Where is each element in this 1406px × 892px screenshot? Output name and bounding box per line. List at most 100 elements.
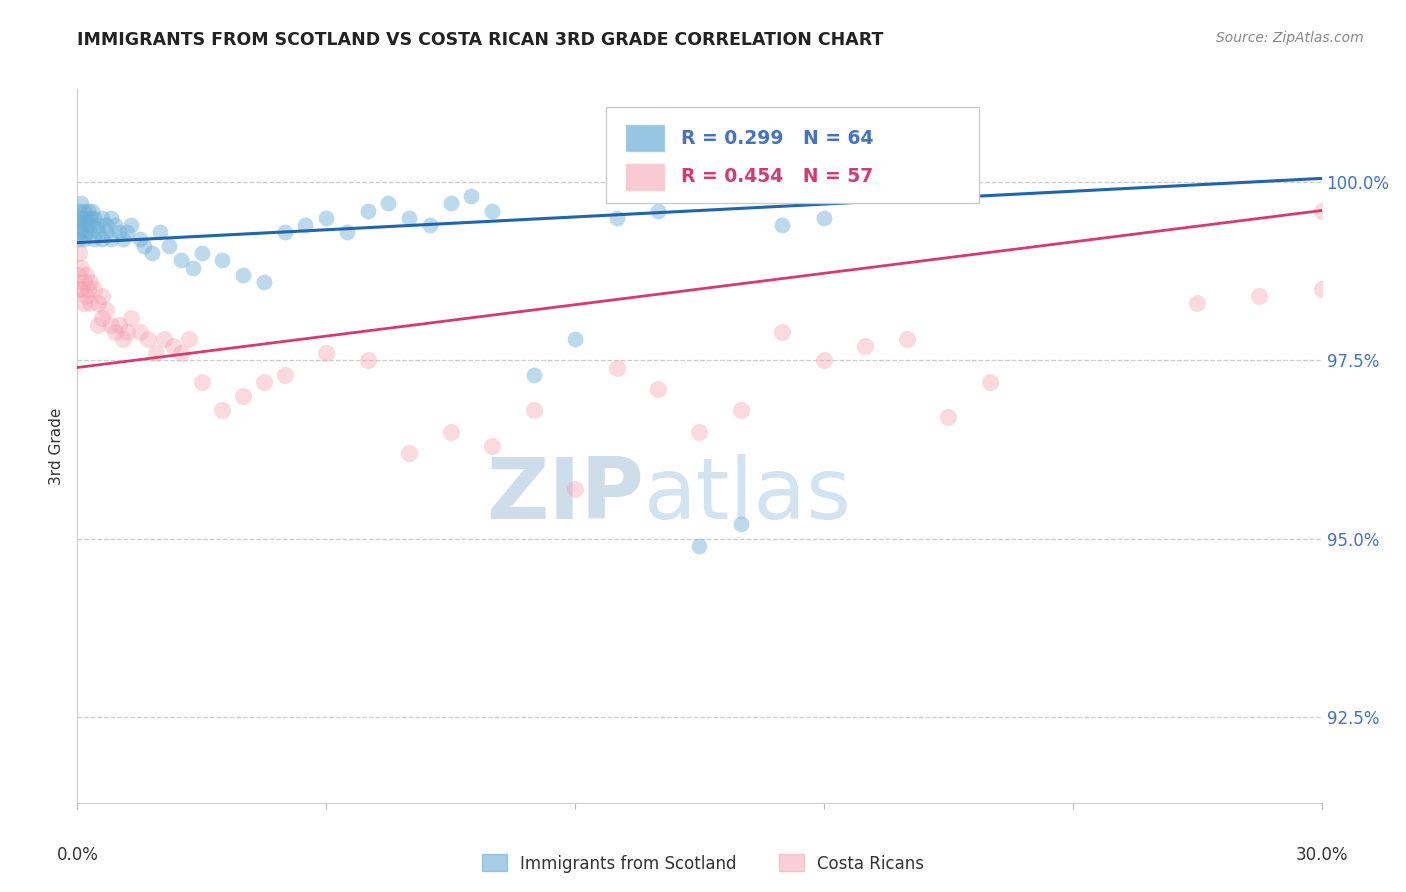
Point (80, 218, 103, 232)
Point (896, 332, 918, 346)
Point (419, 218, 441, 232)
Point (76, 218, 98, 232)
Point (813, 211, 835, 225)
Point (211, 253, 233, 268)
Point (104, 325, 127, 339)
Point (730, 517, 752, 532)
Text: 0.0%: 0.0% (56, 846, 98, 863)
Point (67, 225, 90, 239)
Point (183, 260, 205, 275)
Point (87, 218, 110, 232)
Point (1249, 289, 1271, 303)
Point (357, 353, 380, 368)
Y-axis label: 3rd Grade: 3rd Grade (49, 408, 65, 484)
Point (83, 211, 105, 225)
Point (564, 332, 586, 346)
Point (72, 275, 94, 289)
Point (523, 368, 546, 382)
Point (606, 360, 628, 375)
Text: 30.0%: 30.0% (1295, 846, 1348, 863)
Point (79, 211, 101, 225)
Point (149, 225, 172, 239)
Point (104, 218, 127, 232)
Point (91, 232, 114, 246)
Point (91, 289, 114, 303)
Point (460, 189, 482, 203)
Point (170, 253, 193, 268)
Point (72, 218, 94, 232)
Point (398, 211, 420, 225)
Point (336, 225, 359, 239)
Point (79, 296, 101, 310)
Point (132, 239, 155, 253)
Point (128, 325, 150, 339)
Point (179, 332, 201, 346)
Point (647, 382, 669, 396)
Point (100, 232, 122, 246)
Point (232, 268, 254, 282)
Point (67, 268, 90, 282)
Point (115, 325, 138, 339)
Point (87, 296, 110, 310)
Point (145, 346, 167, 360)
Point (67, 203, 90, 218)
Point (274, 225, 297, 239)
Point (67, 282, 90, 296)
Point (481, 439, 503, 453)
Point (70, 282, 93, 296)
Point (772, 218, 794, 232)
FancyBboxPatch shape (606, 107, 980, 203)
Point (67, 218, 90, 232)
Point (730, 403, 752, 417)
Point (1310, 282, 1333, 296)
Point (253, 375, 276, 389)
Point (100, 211, 122, 225)
Point (481, 203, 503, 218)
Point (294, 218, 316, 232)
Point (606, 211, 628, 225)
Point (191, 375, 214, 389)
Text: Source: ZipAtlas.com: Source: ZipAtlas.com (1216, 31, 1364, 45)
Text: R = 0.299   N = 64: R = 0.299 N = 64 (681, 128, 873, 148)
Point (70, 225, 93, 239)
Point (120, 310, 142, 325)
Point (79, 275, 101, 289)
Point (75, 289, 97, 303)
Point (564, 482, 586, 496)
Point (157, 239, 180, 253)
Point (232, 389, 254, 403)
Point (772, 325, 794, 339)
Point (79, 225, 101, 239)
Point (398, 446, 420, 460)
Point (162, 339, 184, 353)
Point (136, 332, 159, 346)
Point (315, 211, 337, 225)
FancyBboxPatch shape (624, 124, 665, 153)
Point (96, 218, 118, 232)
Point (141, 246, 163, 260)
Point (855, 339, 877, 353)
Text: IMMIGRANTS FROM SCOTLAND VS COSTA RICAN 3RD GRADE CORRELATION CHART: IMMIGRANTS FROM SCOTLAND VS COSTA RICAN … (77, 31, 884, 49)
Point (75, 225, 97, 239)
Point (153, 332, 176, 346)
Point (108, 318, 131, 332)
Point (440, 196, 463, 211)
Point (70, 260, 93, 275)
Point (523, 403, 546, 417)
Point (274, 368, 297, 382)
Point (191, 246, 214, 260)
Point (76, 282, 98, 296)
Point (67, 246, 90, 260)
Point (979, 375, 1001, 389)
Point (96, 303, 118, 318)
Point (440, 425, 463, 439)
Point (72, 203, 94, 218)
Point (75, 211, 97, 225)
Point (70, 196, 93, 211)
Point (120, 218, 142, 232)
Point (108, 225, 131, 239)
Point (211, 403, 233, 417)
Text: atlas: atlas (644, 454, 852, 538)
Point (315, 346, 337, 360)
Point (1310, 203, 1333, 218)
